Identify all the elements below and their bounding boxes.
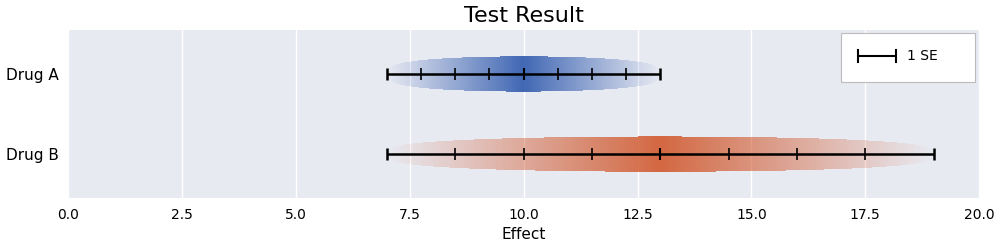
Text: 1 SE: 1 SE: [907, 49, 938, 63]
FancyBboxPatch shape: [841, 33, 975, 82]
X-axis label: Effect: Effect: [501, 227, 546, 243]
Title: Test Result: Test Result: [464, 5, 584, 26]
